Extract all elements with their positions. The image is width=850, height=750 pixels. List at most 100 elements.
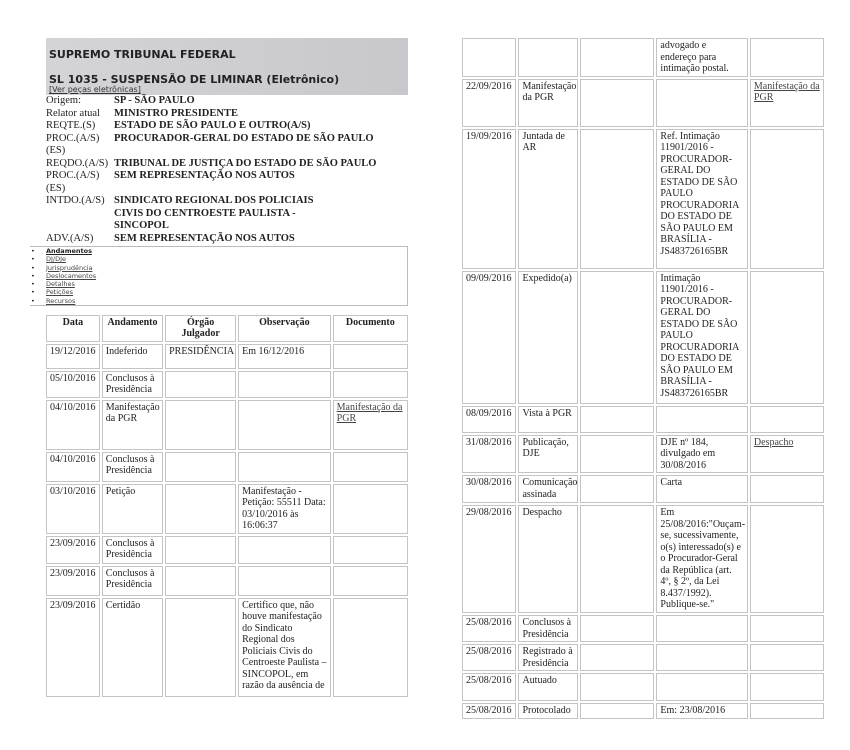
parties-list: Origem: SP - SÃO PAULO Relator atual MINIST… — [46, 95, 420, 245]
cell — [656, 673, 748, 701]
party-value: ESTADO DE SÃO PAULO E OUTRO(A/S) — [114, 120, 311, 131]
cell: 30/08/2016 — [462, 475, 517, 503]
cell — [332, 535, 408, 564]
cell: 19/12/2016 — [46, 343, 100, 369]
electronic-documents-link[interactable]: [Ver peças eletrônicas] — [49, 85, 141, 94]
cell — [165, 483, 237, 534]
cell: 31/08/2016 — [462, 434, 517, 473]
cell: 04/10/2016 — [46, 399, 100, 450]
party-row: ADV.(A/S) SEM REPRESENTAÇÃO NOS AUTOS — [46, 233, 420, 246]
cell: Manifestação da PGR — [332, 399, 408, 450]
table-row: 25/08/2016 Registrado à Presidência — [462, 644, 824, 671]
nav-link[interactable]: DJ/DJe — [46, 255, 67, 264]
cell — [749, 644, 824, 671]
nav-link[interactable]: Detalhes — [46, 280, 75, 289]
cell: 05/10/2016 — [46, 370, 100, 398]
party-value: SEM REPRESENTAÇÃO NOS AUTOS — [114, 232, 295, 244]
document-link[interactable]: Despacho — [753, 436, 794, 448]
party-label: REQDO.(A/S) — [46, 157, 109, 169]
nav-link[interactable]: Petições — [46, 288, 73, 297]
cell — [749, 405, 824, 433]
cell — [238, 565, 331, 596]
cell: 25/08/2016 — [462, 673, 517, 701]
party-row: Origem: SP - SÃO PAULO — [46, 95, 420, 108]
table-row: 04/10/2016 Manifestação da PGR Manifestaçã… — [46, 399, 408, 450]
cell: Em: 23/08/2016 — [656, 703, 748, 719]
table-row: 03/10/2016 Petição Manifestação - Petição:… — [46, 483, 408, 534]
cell — [165, 535, 237, 564]
nav-item-deslocamentos: Deslocamentos — [30, 271, 407, 281]
cell: Em 25/08/2016:"Ouçam-se, sucessivamente,… — [656, 505, 748, 613]
cell — [656, 78, 748, 127]
nav-link[interactable]: Jurisprudência — [46, 263, 93, 272]
cell — [238, 451, 331, 482]
table-row: 22/09/2016 Manifestação da PGR Manifestaçã… — [462, 78, 824, 127]
cell: 19/09/2016 — [462, 128, 517, 269]
party-value: TRIBUNAL DE JUSTIÇA DO ESTADO DE SÃO PAU… — [114, 157, 377, 169]
cell: Manifestação da PGR — [101, 399, 164, 450]
cell — [580, 270, 655, 404]
cell: Conclusos à Presidência — [101, 535, 164, 564]
cell: Indeferido — [101, 343, 164, 369]
cell: Intimação 11901/2016 - PROCURADOR-GERAL … — [656, 270, 748, 404]
cell — [580, 38, 655, 77]
andamentos-table: Data Andamento Órgão Julgador Observação Doc… — [44, 313, 410, 699]
party-row: Relator atual MINISTRO PRESIDENTE — [46, 108, 420, 121]
cell — [749, 505, 824, 613]
party-label: INTDO.(A/S) — [46, 195, 105, 206]
cell — [580, 475, 655, 503]
cell — [165, 597, 237, 697]
cell: 23/09/2016 — [46, 535, 100, 564]
cell — [332, 483, 408, 534]
cell — [580, 673, 655, 701]
cell: PRESIDÊNCIA — [165, 343, 237, 369]
cell — [580, 505, 655, 613]
cell — [580, 615, 655, 642]
cell — [580, 405, 655, 433]
cell: Juntada de AR — [518, 128, 579, 269]
cell — [462, 38, 517, 77]
column-header: Andamento — [101, 314, 164, 342]
nav-link[interactable]: Andamentos — [46, 247, 92, 255]
cell — [580, 434, 655, 473]
cell — [656, 644, 748, 671]
cell — [656, 405, 748, 433]
cell: Publicação, DJE — [518, 434, 579, 473]
table-row: 04/10/2016 Conclusos à Presidência — [46, 451, 408, 482]
case-nav: AndamentosDJ/DJeJurisprudênciaDeslocamen… — [30, 246, 408, 307]
cell — [332, 343, 408, 369]
document-link[interactable]: Manifestação da PGR — [753, 80, 820, 104]
cell: advogado e endereço para intimação posta… — [656, 38, 748, 77]
nav-item-peties: Petições — [30, 288, 407, 297]
table-row: 19/09/2016 Juntada de AR Ref. Intimação 11… — [462, 128, 824, 269]
table-row: 19/12/2016 Indeferido PRESIDÊNCIA Em 16/12/… — [46, 343, 408, 369]
cell: Expedido(a) — [518, 270, 579, 404]
nav-link[interactable]: Deslocamentos — [46, 271, 97, 280]
column-header: Observação — [238, 314, 331, 342]
cell — [749, 38, 824, 77]
cell: DJE nº 184, divulgado em 30/08/2016 — [656, 434, 748, 473]
cell: 04/10/2016 — [46, 451, 100, 482]
table-row: 25/08/2016 Conclusos à Presidência — [462, 615, 824, 642]
party-label: PROC.(A/S)(ES) — [46, 132, 100, 157]
party-row: PROC.(A/S)(ES) SEM REPRESENTAÇÃO NOS AUTO… — [46, 170, 420, 195]
cell: Despacho — [518, 505, 579, 613]
table-row: 25/08/2016 Protocolado Em: 23/08/2016 — [462, 703, 824, 719]
cell: Autuado — [518, 673, 579, 701]
cell — [580, 703, 655, 719]
nav-link[interactable]: Recursos — [46, 296, 76, 305]
cell — [238, 399, 331, 450]
cell — [165, 451, 237, 482]
cell — [332, 565, 408, 596]
nav-item-detalhes: Detalhes — [30, 280, 407, 289]
party-row: INTDO.(A/S) SINDICATO REGIONAL DOS POLICI… — [46, 195, 420, 233]
table-row: 23/09/2016 Conclusos à Presidência — [46, 565, 408, 596]
table-row: 23/09/2016 Certidão Certifico que, não hou… — [46, 597, 408, 697]
cell: Conclusos à Presidência — [518, 615, 579, 642]
cell: 25/08/2016 — [462, 644, 517, 671]
document-link[interactable]: Manifestação da PGR — [336, 401, 403, 425]
cell: 25/08/2016 — [462, 615, 517, 642]
cell: Em 16/12/2016 — [238, 343, 331, 369]
cell — [332, 597, 408, 697]
party-label: REQTE.(S) — [46, 120, 96, 131]
